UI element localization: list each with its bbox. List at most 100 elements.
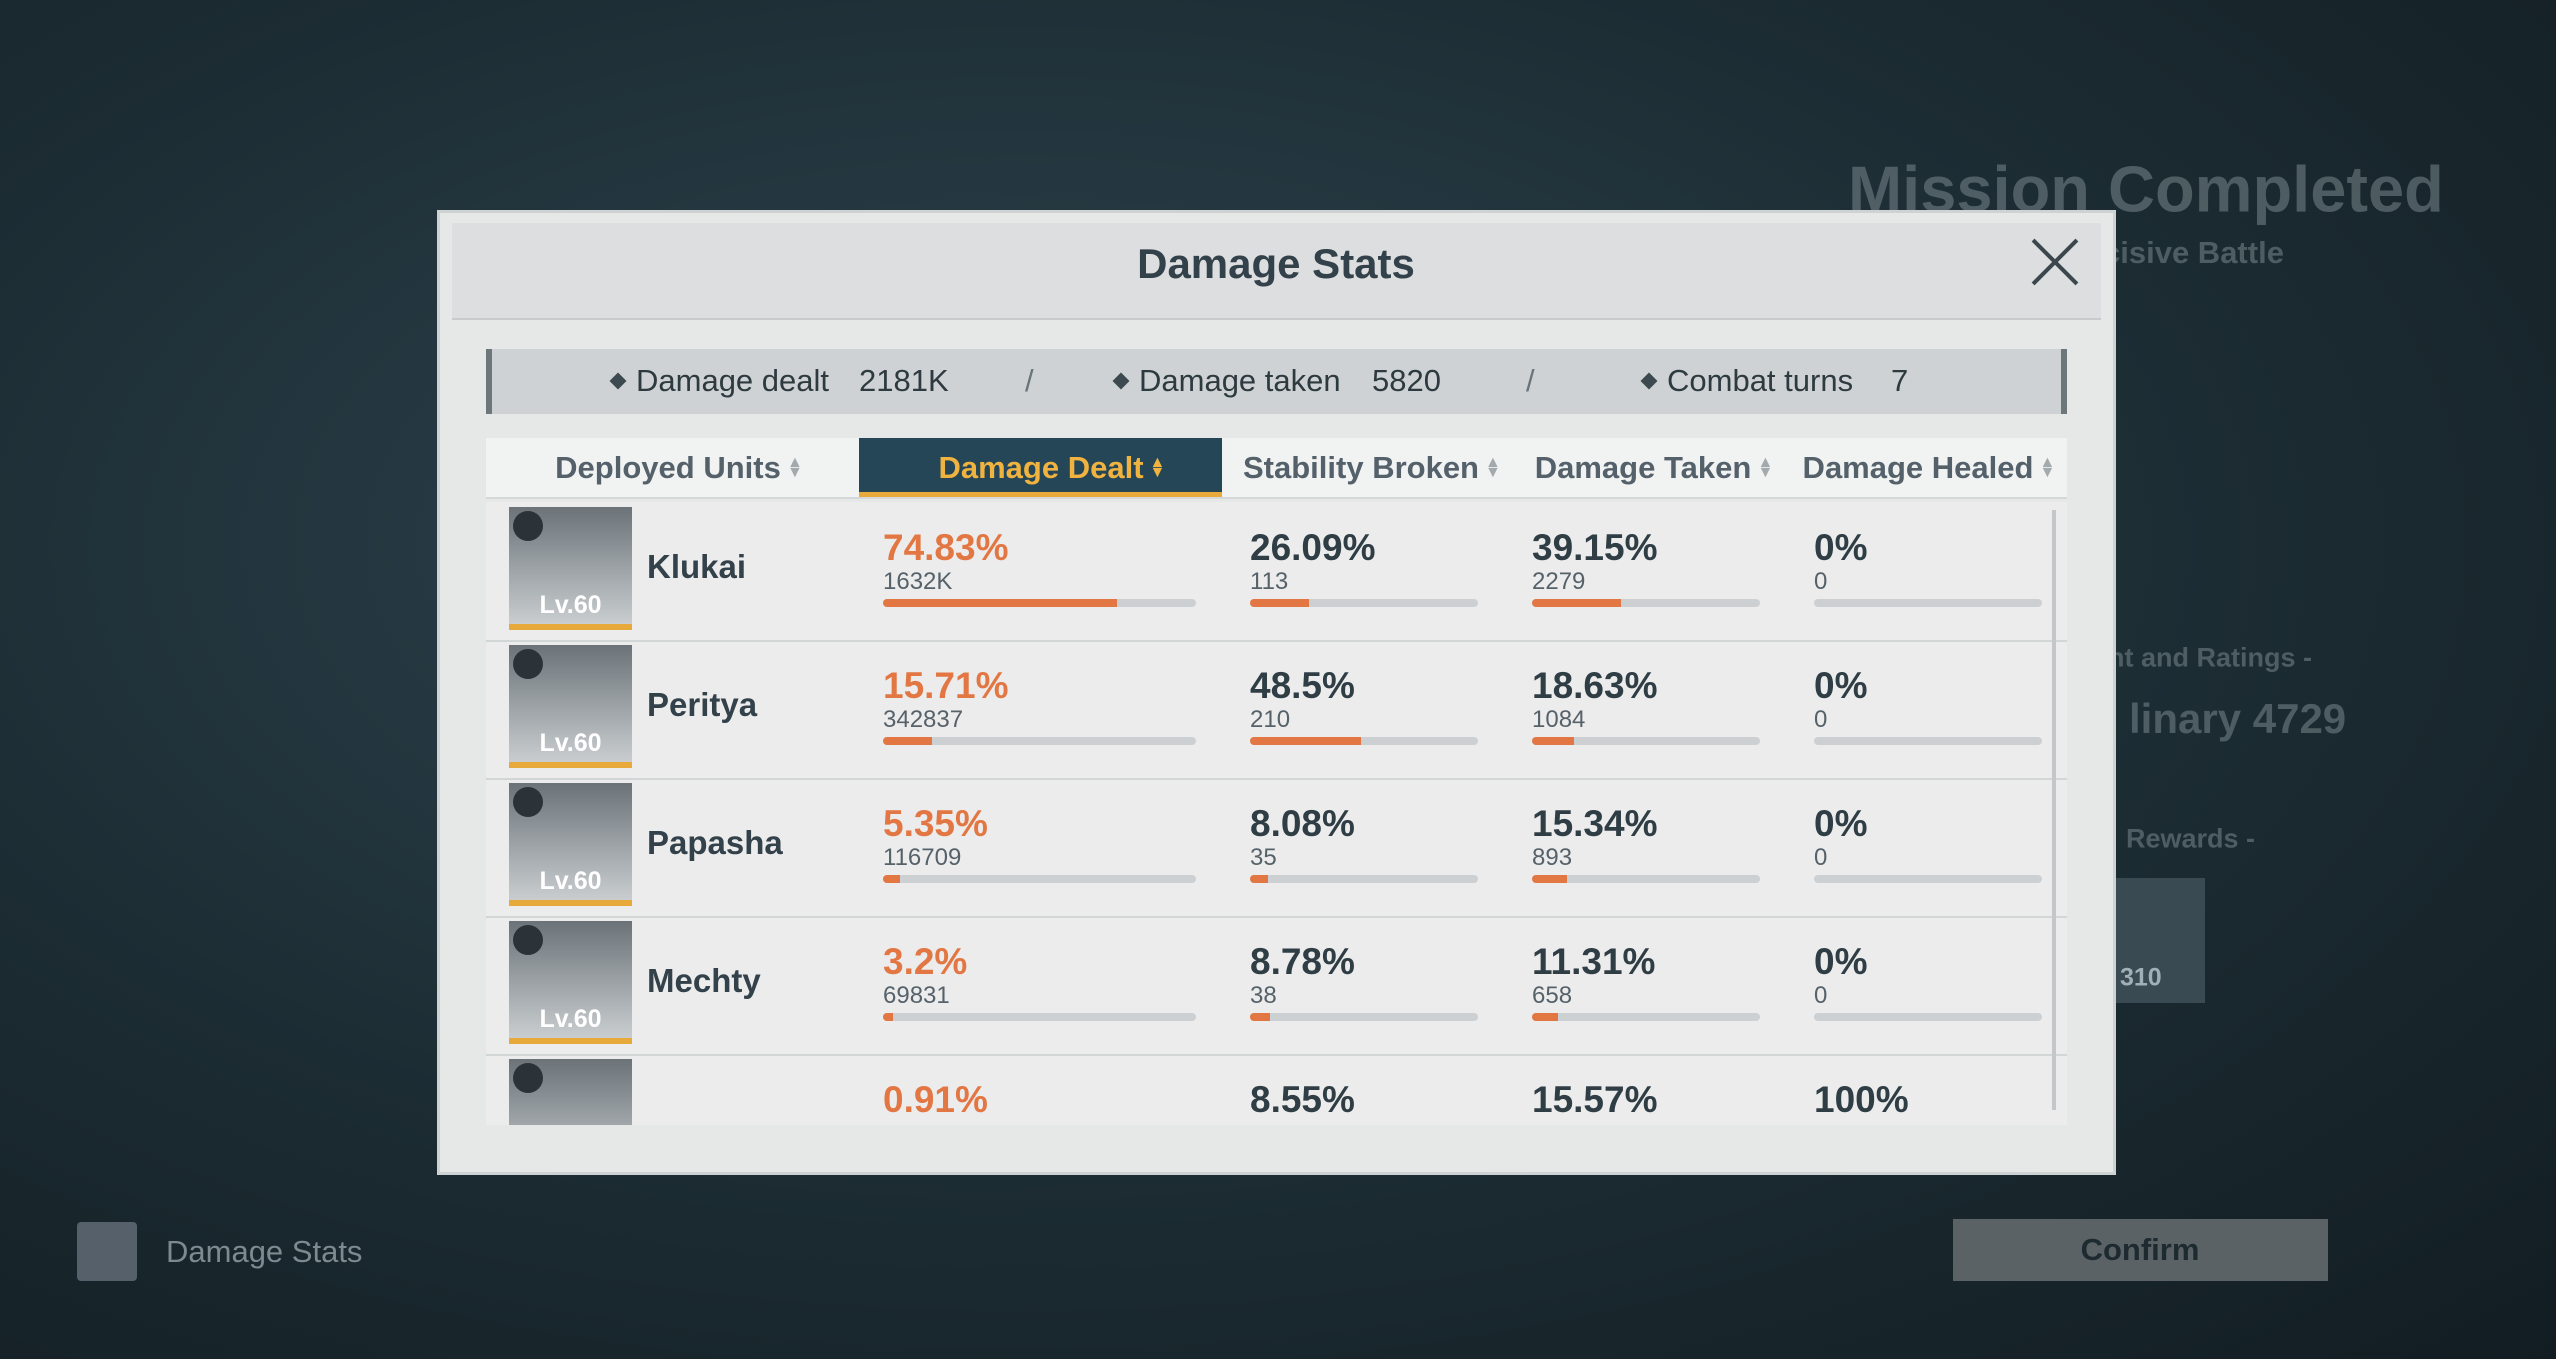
percent: 8.08% xyxy=(1250,803,1355,844)
sort-icon: ▲ ▼ xyxy=(2039,454,2056,481)
bar-track xyxy=(883,737,1196,745)
bar-fill xyxy=(883,875,900,883)
raw-value: 1632K xyxy=(883,568,953,595)
bar-fill xyxy=(1250,1013,1271,1021)
percent: 5.35% xyxy=(883,803,988,844)
title-bar xyxy=(452,223,2101,320)
bar-track xyxy=(883,875,1196,883)
bar-fill xyxy=(883,599,1118,607)
summary-value: 2181K xyxy=(859,363,949,398)
raw-value: 38 xyxy=(1250,982,1277,1009)
column-header[interactable]: Damage Taken xyxy=(1534,450,1752,485)
bar-track xyxy=(1814,737,2042,745)
table-row: 0.91% 8.55% 15.57% 100% xyxy=(486,1054,2067,1125)
raw-value: 342837 xyxy=(883,706,964,733)
percent: 3.2% xyxy=(883,941,968,982)
sort-icon: ▲ ▼ xyxy=(1485,454,1501,481)
level: Lv.60 xyxy=(539,591,602,619)
level: Lv.60 xyxy=(539,1005,602,1033)
portrait: Lv.60 xyxy=(509,507,632,630)
percent: 18.63% xyxy=(1532,665,1658,706)
sort-icon: ▲ ▼ xyxy=(1149,454,1166,481)
summary-label: Combat turns xyxy=(1667,363,1854,398)
raw-value: 893 xyxy=(1532,844,1573,871)
scrollbar xyxy=(2052,510,2056,1110)
percent: 0% xyxy=(1814,803,1868,844)
raw-value: 116709 xyxy=(883,844,962,871)
raw-value: 2279 xyxy=(1532,568,1586,595)
class-icon xyxy=(513,649,543,679)
bar-track xyxy=(1532,599,1760,607)
summary-bar xyxy=(486,349,2067,414)
table-row: Lv.60 Mechty 3.2% 69831 8.78% 38 11.31% 658 0% 0 xyxy=(486,916,2067,1056)
bar-track xyxy=(1250,599,1478,607)
mission-subtitle: cisive Battle xyxy=(2103,235,2284,270)
portrait: Lv.60 xyxy=(509,921,632,1044)
side-button-label[interactable]: Damage Stats xyxy=(166,1234,363,1269)
sort-icon: ▲ ▼ xyxy=(1757,454,1774,481)
confirm-button[interactable] xyxy=(1953,1219,2328,1281)
bar-fill xyxy=(1532,599,1622,607)
bar-fill xyxy=(1250,875,1269,883)
close-button[interactable] xyxy=(2030,237,2080,287)
class-icon xyxy=(513,925,543,955)
raw-value: 0 xyxy=(1814,982,1828,1009)
raw-value: 0 xyxy=(1814,844,1828,871)
bar-track xyxy=(883,599,1196,607)
percent: 0.91% xyxy=(883,1079,988,1120)
rating: linary 4729 xyxy=(2129,695,2347,742)
class-icon xyxy=(513,511,543,541)
table-header xyxy=(486,438,2067,499)
column-header[interactable]: Stability Broken xyxy=(1243,450,1479,485)
table-row: Lv.60 Klukai 74.83% 1632K 26.09% 113 39.15% 227… xyxy=(486,502,2067,642)
percent: 0% xyxy=(1814,527,1868,568)
summary-label: Damage dealt xyxy=(636,363,830,398)
bar-track xyxy=(883,1013,1196,1021)
raw-value: 1084 xyxy=(1532,706,1586,733)
separator: / xyxy=(1526,363,1535,398)
class-icon xyxy=(513,1063,543,1093)
side-icon[interactable] xyxy=(77,1222,137,1281)
bar-track xyxy=(1814,1013,2042,1021)
portrait xyxy=(509,1059,632,1125)
summary-value: 7 xyxy=(1891,363,1909,398)
separator: / xyxy=(1025,363,1034,398)
percent: 39.15% xyxy=(1532,527,1658,568)
bar-track xyxy=(1814,599,2042,607)
raw-value: 658 xyxy=(1532,982,1573,1009)
rewards-label: Rewards - xyxy=(2126,823,2256,854)
unit-name: Mechty xyxy=(647,962,761,999)
unit-name: Peritya xyxy=(647,686,758,723)
portrait: Lv.60 xyxy=(509,645,632,768)
active-tab[interactable] xyxy=(859,438,1222,497)
raw-value: 0 xyxy=(1814,568,1828,595)
percent: 0% xyxy=(1814,665,1868,706)
percent: 26.09% xyxy=(1250,527,1376,568)
column-header[interactable]: Damage Healed xyxy=(1802,450,2034,485)
raw-value: 35 xyxy=(1250,844,1277,871)
modal-title: Damage Stats xyxy=(1137,240,1415,287)
percent: 0% xyxy=(1814,941,1868,982)
bar-fill xyxy=(1532,737,1575,745)
bar-track xyxy=(1532,737,1760,745)
percent: 8.78% xyxy=(1250,941,1355,982)
portrait: Lv.60 xyxy=(509,783,632,906)
column-header[interactable]: Deployed Units xyxy=(555,450,781,485)
percent: 15.34% xyxy=(1532,803,1658,844)
bar-track xyxy=(1532,1013,1760,1021)
bar-fill xyxy=(1532,1013,1558,1021)
column-header[interactable]: Damage Dealt xyxy=(938,450,1144,485)
table-body: Lv.60 Klukai 74.83% 1632K 26.09% 113 39.15% 227… xyxy=(486,502,2067,1125)
level: Lv.60 xyxy=(539,729,602,757)
table-row: Lv.60 Papasha 5.35% 116709 8.08% 35 15.34% 893 0… xyxy=(486,778,2067,918)
percent: 11.31% xyxy=(1532,941,1656,982)
summary-value: 5820 xyxy=(1372,363,1441,398)
percent: 15.57% xyxy=(1532,1079,1658,1120)
percent: 48.5% xyxy=(1250,665,1355,706)
bar-fill xyxy=(1250,599,1310,607)
raw-value: 210 xyxy=(1250,706,1291,733)
confirm-label[interactable]: Confirm xyxy=(2080,1232,2200,1267)
percent: 8.55% xyxy=(1250,1079,1355,1120)
reward-count: 310 xyxy=(2120,963,2162,992)
